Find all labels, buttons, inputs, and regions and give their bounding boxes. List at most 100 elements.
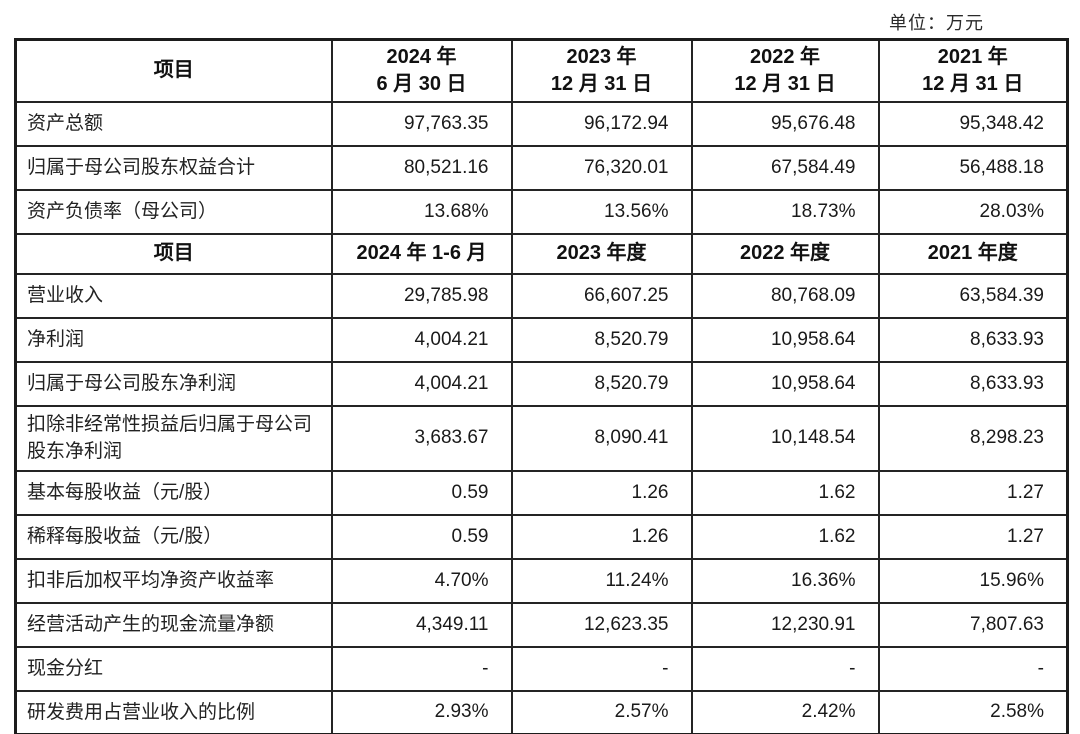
table-row-basic-eps: 基本每股收益（元/股） 0.59 1.26 1.62 1.27 bbox=[14, 469, 1069, 516]
header-row-periods: 项目 2024 年 1-6 月 2023 年度 2022 年度 2021 年度 bbox=[14, 232, 1069, 275]
column-header-2024-h1: 2024 年 1-6 月 bbox=[330, 232, 513, 275]
cell-value: 16.36% bbox=[690, 557, 880, 604]
cell-value: 0.59 bbox=[330, 469, 513, 516]
column-header-item: 项目 bbox=[14, 232, 333, 275]
cell-value: 97,763.35 bbox=[330, 100, 513, 147]
column-header-2023-12-31: 2023 年 12 月 31 日 bbox=[510, 38, 693, 103]
column-header-2024-06-30: 2024 年 6 月 30 日 bbox=[330, 38, 513, 103]
cell-value: 80,768.09 bbox=[690, 272, 880, 319]
column-header-item: 项目 bbox=[14, 38, 333, 103]
table-row-diluted-eps: 稀释每股收益（元/股） 0.59 1.26 1.62 1.27 bbox=[14, 513, 1069, 560]
cell-value: 1.62 bbox=[690, 513, 880, 560]
header-line: 2023 年 bbox=[566, 45, 637, 68]
cell-value: 2.93% bbox=[330, 689, 513, 734]
table-row-total-assets: 资产总额 97,763.35 96,172.94 95,676.48 95,34… bbox=[14, 100, 1069, 147]
cell-value: 2.57% bbox=[510, 689, 693, 734]
column-header-2021-12-31: 2021 年 12 月 31 日 bbox=[877, 38, 1069, 103]
table-row-revenue: 营业收入 29,785.98 66,607.25 80,768.09 63,58… bbox=[14, 272, 1069, 319]
financial-summary-table: 项目 2024 年 6 月 30 日 2023 年 12 月 31 日 2022… bbox=[14, 38, 1069, 734]
cell-value: 15.96% bbox=[877, 557, 1069, 604]
cell-value: 28.03% bbox=[877, 188, 1069, 235]
cell-value: 7,807.63 bbox=[877, 601, 1069, 648]
cell-value: 29,785.98 bbox=[330, 272, 513, 319]
cell-value: 8,090.41 bbox=[510, 404, 693, 472]
column-header-2022-12-31: 2022 年 12 月 31 日 bbox=[690, 38, 880, 103]
table-row-debt-ratio: 资产负债率（母公司） 13.68% 13.56% 18.73% 28.03% bbox=[14, 188, 1069, 235]
table-row-deducted-net-profit: 扣除非经常性损益后归属于母公司股东净利润 3,683.67 8,090.41 1… bbox=[14, 404, 1069, 472]
row-label: 净利润 bbox=[14, 316, 333, 363]
cell-value: 63,584.39 bbox=[877, 272, 1069, 319]
cell-value: 2.58% bbox=[877, 689, 1069, 734]
header-line: 2024 年 bbox=[386, 45, 457, 68]
cell-value: - bbox=[330, 645, 513, 692]
row-label: 营业收入 bbox=[14, 272, 333, 319]
cell-value: 1.27 bbox=[877, 469, 1069, 516]
cell-value: 3,683.67 bbox=[330, 404, 513, 472]
cell-value: - bbox=[510, 645, 693, 692]
cell-value: 8,520.79 bbox=[510, 360, 693, 407]
cell-value: 66,607.25 bbox=[510, 272, 693, 319]
row-label: 现金分红 bbox=[14, 645, 333, 692]
cell-value: 11.24% bbox=[510, 557, 693, 604]
cell-value: 4.70% bbox=[330, 557, 513, 604]
cell-value: 95,348.42 bbox=[877, 100, 1069, 147]
cell-value: 96,172.94 bbox=[510, 100, 693, 147]
cell-value: 8,520.79 bbox=[510, 316, 693, 363]
cell-value: 18.73% bbox=[690, 188, 880, 235]
column-header-2021-fy: 2021 年度 bbox=[877, 232, 1069, 275]
header-line: 12 月 31 日 bbox=[922, 72, 1024, 95]
cell-value: 8,633.93 bbox=[877, 360, 1069, 407]
column-header-2022-fy: 2022 年度 bbox=[690, 232, 880, 275]
header-line: 12 月 31 日 bbox=[734, 72, 836, 95]
cell-value: 10,958.64 bbox=[690, 360, 880, 407]
cell-value: - bbox=[690, 645, 880, 692]
cell-value: 4,004.21 bbox=[330, 360, 513, 407]
cell-value: 4,004.21 bbox=[330, 316, 513, 363]
header-line: 2022 年 bbox=[749, 45, 821, 68]
cell-value: 95,676.48 bbox=[690, 100, 880, 147]
table-row-roe: 扣非后加权平均净资产收益率 4.70% 11.24% 16.36% 15.96% bbox=[14, 557, 1069, 604]
table-row-parent-equity: 归属于母公司股东权益合计 80,521.16 76,320.01 67,584.… bbox=[14, 144, 1069, 191]
row-label: 研发费用占营业收入的比例 bbox=[14, 689, 333, 734]
header-row-balance-dates: 项目 2024 年 6 月 30 日 2023 年 12 月 31 日 2022… bbox=[14, 38, 1069, 103]
cell-value: 1.26 bbox=[510, 513, 693, 560]
cell-value: 1.26 bbox=[510, 469, 693, 516]
table-row-operating-cash-flow: 经营活动产生的现金流量净额 4,349.11 12,623.35 12,230.… bbox=[14, 601, 1069, 648]
cell-value: 12,230.91 bbox=[690, 601, 880, 648]
cell-value: 67,584.49 bbox=[690, 144, 880, 191]
column-header-2023-fy: 2023 年度 bbox=[510, 232, 693, 275]
header-line: 12 月 31 日 bbox=[550, 72, 653, 95]
cell-value: 13.68% bbox=[330, 188, 513, 235]
row-label: 基本每股收益（元/股） bbox=[14, 469, 333, 516]
cell-value: 12,623.35 bbox=[510, 601, 693, 648]
cell-value: 8,298.23 bbox=[877, 404, 1069, 472]
cell-value: 2.42% bbox=[690, 689, 880, 734]
row-label: 稀释每股收益（元/股） bbox=[14, 513, 333, 560]
cell-value: 4,349.11 bbox=[330, 601, 513, 648]
cell-value: 0.59 bbox=[330, 513, 513, 560]
cell-value: 8,633.93 bbox=[877, 316, 1069, 363]
row-label: 资产负债率（母公司） bbox=[14, 188, 333, 235]
row-label: 资产总额 bbox=[14, 100, 333, 147]
table-row-net-profit: 净利润 4,004.21 8,520.79 10,958.64 8,633.93 bbox=[14, 316, 1069, 363]
cell-value: 80,521.16 bbox=[330, 144, 513, 191]
cell-value: 56,488.18 bbox=[877, 144, 1069, 191]
header-line: 6 月 30 日 bbox=[376, 72, 467, 95]
cell-value: 1.62 bbox=[690, 469, 880, 516]
row-label: 扣除非经常性损益后归属于母公司股东净利润 bbox=[14, 404, 333, 472]
table-row-parent-net-profit: 归属于母公司股东净利润 4,004.21 8,520.79 10,958.64 … bbox=[14, 360, 1069, 407]
table-row-rd-expense-ratio: 研发费用占营业收入的比例 2.93% 2.57% 2.42% 2.58% bbox=[14, 689, 1069, 734]
cell-value: - bbox=[877, 645, 1069, 692]
cell-value: 10,148.54 bbox=[690, 404, 880, 472]
row-label: 归属于母公司股东净利润 bbox=[14, 360, 333, 407]
header-line: 2021 年 bbox=[937, 45, 1008, 68]
table-row-cash-dividend: 现金分红 - - - - bbox=[14, 645, 1069, 692]
row-label: 扣非后加权平均净资产收益率 bbox=[14, 557, 333, 604]
cell-value: 10,958.64 bbox=[690, 316, 880, 363]
cell-value: 13.56% bbox=[510, 188, 693, 235]
unit-label: 单位：万元 bbox=[889, 13, 984, 33]
cell-value: 1.27 bbox=[877, 513, 1069, 560]
row-label: 经营活动产生的现金流量净额 bbox=[14, 601, 333, 648]
cell-value: 76,320.01 bbox=[510, 144, 693, 191]
